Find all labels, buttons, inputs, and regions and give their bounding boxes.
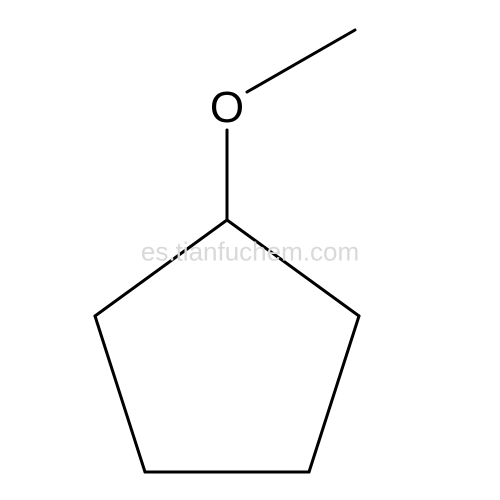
bond-line [95, 316, 145, 472]
oxygen-atom-label: O [210, 83, 244, 133]
bond-line [227, 220, 359, 316]
bond-line [247, 30, 355, 92]
watermark-text: es.tianfuchem.com [141, 237, 359, 268]
bond-line [95, 220, 227, 316]
bond-line [309, 316, 359, 472]
